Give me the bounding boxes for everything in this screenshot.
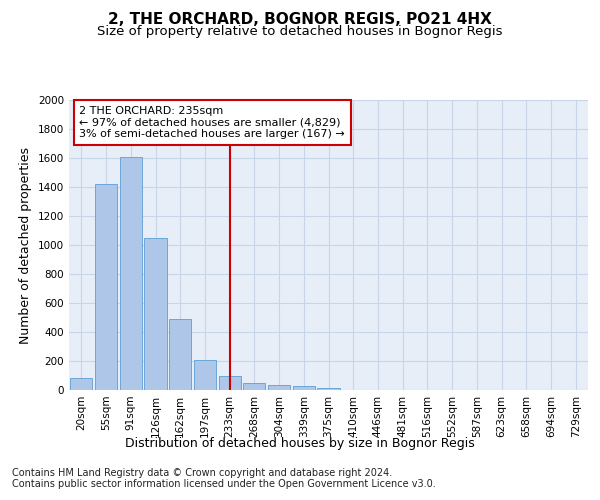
Bar bbox=[317, 388, 340, 390]
Bar bbox=[169, 319, 191, 390]
Bar bbox=[70, 378, 92, 390]
Text: 2, THE ORCHARD, BOGNOR REGIS, PO21 4HX: 2, THE ORCHARD, BOGNOR REGIS, PO21 4HX bbox=[108, 12, 492, 28]
Text: Size of property relative to detached houses in Bognor Regis: Size of property relative to detached ho… bbox=[97, 25, 503, 38]
Bar bbox=[243, 383, 265, 390]
Bar bbox=[119, 156, 142, 390]
Text: Distribution of detached houses by size in Bognor Regis: Distribution of detached houses by size … bbox=[125, 438, 475, 450]
Bar bbox=[218, 376, 241, 390]
Bar bbox=[268, 385, 290, 390]
Text: 2 THE ORCHARD: 235sqm
← 97% of detached houses are smaller (4,829)
3% of semi-de: 2 THE ORCHARD: 235sqm ← 97% of detached … bbox=[79, 106, 345, 139]
Bar bbox=[145, 238, 167, 390]
Text: Contains HM Land Registry data © Crown copyright and database right 2024.
Contai: Contains HM Land Registry data © Crown c… bbox=[12, 468, 436, 489]
Bar bbox=[293, 386, 315, 390]
Y-axis label: Number of detached properties: Number of detached properties bbox=[19, 146, 32, 344]
Bar bbox=[194, 360, 216, 390]
Bar bbox=[95, 184, 117, 390]
